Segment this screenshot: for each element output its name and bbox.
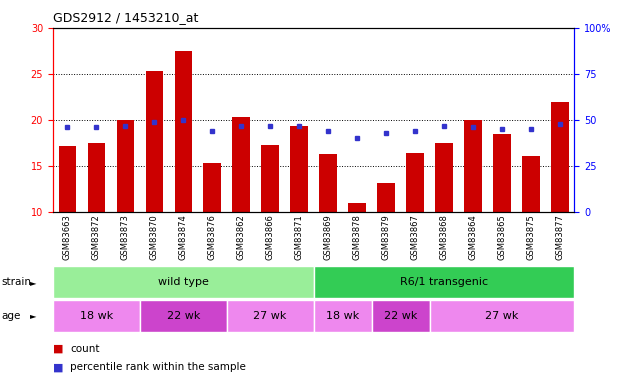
- Text: GSM83867: GSM83867: [410, 214, 420, 260]
- Text: GSM83872: GSM83872: [92, 214, 101, 260]
- Bar: [314, 300, 371, 332]
- Text: 18 wk: 18 wk: [326, 311, 359, 321]
- Text: 27 wk: 27 wk: [485, 311, 519, 321]
- Bar: [88, 143, 105, 212]
- Bar: [58, 146, 76, 212]
- Bar: [53, 300, 140, 332]
- Text: GSM83874: GSM83874: [179, 214, 188, 260]
- Text: GSM83878: GSM83878: [353, 214, 361, 260]
- Text: count: count: [70, 344, 100, 354]
- Text: GSM83869: GSM83869: [324, 214, 333, 260]
- Text: GSM83864: GSM83864: [468, 214, 478, 260]
- Bar: [117, 120, 134, 212]
- Bar: [378, 183, 395, 212]
- Bar: [319, 154, 337, 212]
- Bar: [348, 202, 366, 212]
- Bar: [232, 117, 250, 212]
- Text: GSM83865: GSM83865: [497, 214, 507, 260]
- Text: GSM83868: GSM83868: [440, 214, 448, 260]
- Text: percentile rank within the sample: percentile rank within the sample: [70, 363, 246, 372]
- Bar: [53, 266, 314, 298]
- Text: age: age: [1, 311, 20, 321]
- Bar: [551, 102, 569, 212]
- Text: GSM83875: GSM83875: [527, 214, 535, 260]
- Text: R6/1 transgenic: R6/1 transgenic: [400, 277, 488, 287]
- Text: GSM83879: GSM83879: [381, 214, 391, 260]
- Text: strain: strain: [1, 277, 31, 287]
- Text: ►: ►: [30, 311, 36, 320]
- Text: GSM83876: GSM83876: [207, 214, 217, 260]
- Text: GSM83873: GSM83873: [120, 214, 130, 260]
- Text: 22 wk: 22 wk: [384, 311, 417, 321]
- Text: 27 wk: 27 wk: [253, 311, 287, 321]
- Bar: [204, 163, 221, 212]
- Text: 18 wk: 18 wk: [79, 311, 113, 321]
- Text: ■: ■: [53, 344, 63, 354]
- Text: 22 wk: 22 wk: [166, 311, 200, 321]
- Bar: [227, 300, 314, 332]
- Text: wild type: wild type: [158, 277, 209, 287]
- Bar: [261, 145, 279, 212]
- Bar: [493, 134, 510, 212]
- Bar: [371, 300, 430, 332]
- Text: ►: ►: [30, 278, 36, 286]
- Bar: [465, 120, 482, 212]
- Text: ■: ■: [53, 363, 63, 372]
- Text: GDS2912 / 1453210_at: GDS2912 / 1453210_at: [53, 11, 198, 24]
- Text: GSM83866: GSM83866: [266, 214, 274, 260]
- Bar: [406, 153, 424, 212]
- Text: GSM83877: GSM83877: [555, 214, 564, 260]
- Bar: [430, 300, 574, 332]
- Text: GSM83862: GSM83862: [237, 214, 246, 260]
- Bar: [291, 126, 308, 212]
- Text: GSM83663: GSM83663: [63, 214, 72, 260]
- Bar: [175, 51, 192, 212]
- Bar: [314, 266, 574, 298]
- Bar: [435, 143, 453, 212]
- Text: GSM83870: GSM83870: [150, 214, 159, 260]
- Text: GSM83871: GSM83871: [294, 214, 304, 260]
- Bar: [522, 156, 540, 212]
- Bar: [145, 71, 163, 212]
- Bar: [140, 300, 227, 332]
